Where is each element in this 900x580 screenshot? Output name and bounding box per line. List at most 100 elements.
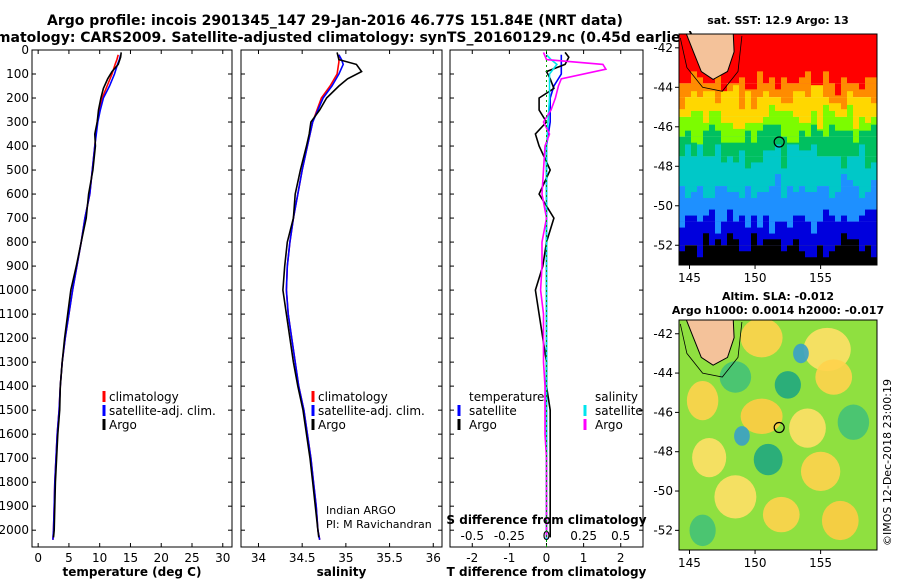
x-tick-label: 20 xyxy=(154,551,169,565)
plot-frame xyxy=(240,49,443,548)
sst-pixel xyxy=(775,110,781,117)
legend-label: satellite xyxy=(469,404,517,418)
sla-anomaly xyxy=(740,398,783,435)
sst-pixel xyxy=(727,233,733,246)
sst-pixel xyxy=(739,116,745,129)
sst-pixel xyxy=(805,245,811,258)
sst-pixel xyxy=(805,150,811,157)
y-tick-label: -42 xyxy=(653,327,673,341)
sst-pixel xyxy=(769,124,775,137)
sst-pixel xyxy=(703,233,709,246)
sst-pixel xyxy=(751,97,757,110)
sst-pixel xyxy=(745,91,751,98)
credit-note: ©IMOS 12-Dec-2018 23:00:19 xyxy=(881,379,894,546)
legend-heading-salinity: salinity xyxy=(595,390,638,404)
y-tick-label: 1800 xyxy=(0,475,29,489)
sst-pixel xyxy=(793,91,799,98)
sst-pixel xyxy=(757,71,763,84)
sst-map: -42 -44 -46 -48 -50 -52 145 150 155 xyxy=(653,33,878,285)
sst-pixel xyxy=(727,116,733,123)
sst-pixel xyxy=(757,116,763,123)
sst-pixel xyxy=(679,97,685,110)
sst-pixel xyxy=(799,77,805,84)
sst-pixel xyxy=(739,77,745,84)
sst-pixel xyxy=(721,116,727,123)
sst-pixel xyxy=(715,239,721,246)
x-tick-label: 0 xyxy=(34,551,42,565)
x-tick-label: 5 xyxy=(65,551,73,565)
sst-pixel xyxy=(799,215,805,222)
y-tick-label: 1300 xyxy=(0,355,29,369)
y-tick-label: 900 xyxy=(6,259,29,273)
y-tick-label: -44 xyxy=(653,366,673,380)
y-tick-label: 300 xyxy=(6,115,29,129)
sst-pixel xyxy=(697,110,703,117)
x-tick-label: 35.5 xyxy=(376,551,403,565)
sst-pixel xyxy=(697,144,703,157)
sst-pixel xyxy=(763,124,769,137)
sst-pixel xyxy=(871,245,877,258)
map-frame xyxy=(678,33,878,266)
sst-pixel xyxy=(841,215,847,222)
x-tick-label: -1 xyxy=(503,551,515,565)
sst-pixel xyxy=(751,186,757,199)
sst-pixel xyxy=(871,77,877,84)
sst-pixel xyxy=(781,186,787,199)
sst-pixel xyxy=(823,209,829,222)
sst-pixel xyxy=(703,91,709,98)
sla-anomaly xyxy=(719,361,752,393)
sst-pixel xyxy=(757,221,763,228)
x-tick-label: 150 xyxy=(744,271,767,285)
sst-pixel xyxy=(847,104,853,117)
y-tick-label: 600 xyxy=(6,187,29,201)
land-tasmania xyxy=(685,320,735,366)
sst-pixel xyxy=(751,83,757,90)
sst-pixel xyxy=(799,150,805,157)
sst-pixel xyxy=(787,97,793,104)
series-line-argo xyxy=(539,52,608,538)
sst-pixel xyxy=(847,130,853,137)
sst-pixel xyxy=(835,97,841,104)
sst-pixel xyxy=(799,116,805,123)
sst-pixel xyxy=(835,83,841,96)
sst-pixel xyxy=(739,186,745,199)
sst-pixel xyxy=(787,110,793,117)
sst-pixel xyxy=(859,186,865,199)
sst-pixel xyxy=(811,110,817,117)
sst-pixel xyxy=(733,85,739,98)
y-tick-label: 1200 xyxy=(0,331,29,345)
sst-pixel xyxy=(811,245,817,258)
sst-pixel xyxy=(727,209,733,222)
sst-pixel xyxy=(763,215,769,222)
y-tick-label: -42 xyxy=(653,41,673,55)
sla-anomaly xyxy=(689,514,716,547)
sla-anomaly xyxy=(734,426,750,446)
sst-pixel xyxy=(691,110,697,117)
sst-pixel xyxy=(853,116,859,129)
sst-pixel xyxy=(841,77,847,84)
y-tick-label: 1700 xyxy=(0,451,29,465)
y-tick-label: -46 xyxy=(653,120,673,134)
sst-pixel xyxy=(757,186,763,193)
sst-pixel xyxy=(679,221,685,228)
sst-band xyxy=(679,245,877,265)
sst-pixel xyxy=(709,110,715,117)
sst-pixel xyxy=(727,136,733,143)
legend-label: climatology xyxy=(318,390,388,404)
sst-pixel xyxy=(739,97,745,110)
sst-pixel xyxy=(697,77,703,84)
sst-pixel xyxy=(871,180,877,187)
sst-pixel xyxy=(775,124,781,137)
sst-pixel xyxy=(871,156,877,163)
sst-pixel xyxy=(859,215,865,222)
sst-pixel xyxy=(853,239,859,246)
sst-pixel xyxy=(709,209,715,222)
x-tick-label: 1 xyxy=(580,551,588,565)
sst-pixel xyxy=(715,130,721,137)
map-field xyxy=(679,34,877,265)
sst-pixel xyxy=(745,83,751,90)
x-tick-label: 10 xyxy=(92,551,107,565)
sst-pixel xyxy=(709,186,715,199)
sst-pixel xyxy=(829,110,835,117)
